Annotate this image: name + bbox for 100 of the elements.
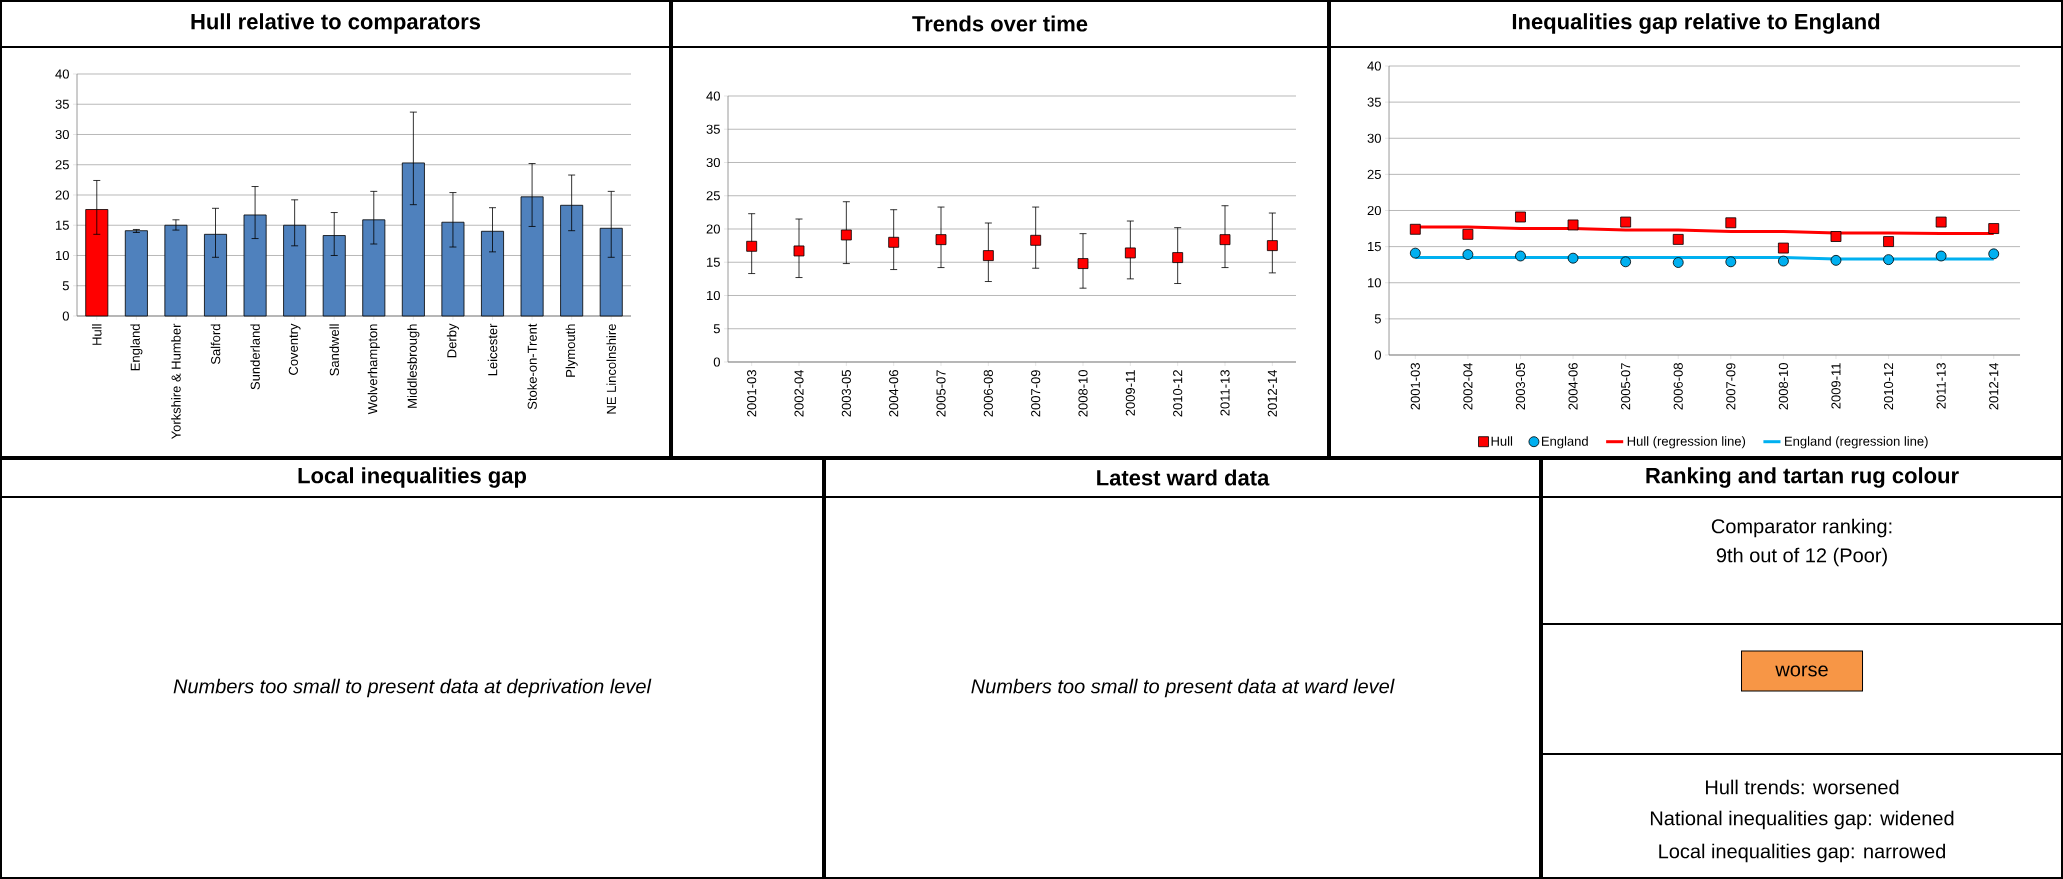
x-tick-label: 2009-11 xyxy=(1831,363,1841,409)
point xyxy=(1672,234,1684,245)
y-tick-label: 20 xyxy=(1367,205,1381,216)
point xyxy=(1124,247,1136,259)
x-tick-label: 2006-08 xyxy=(1673,363,1683,410)
bar xyxy=(560,204,584,317)
point xyxy=(1883,254,1894,266)
point xyxy=(1988,223,2000,234)
y-tick-label: 25 xyxy=(55,160,69,170)
point xyxy=(1409,247,1421,259)
bar xyxy=(441,221,465,317)
x-tick-label: 2010-12 xyxy=(1173,370,1183,417)
y-tick-label: 15 xyxy=(1368,242,1381,252)
y-tick-label: 0 xyxy=(62,311,69,321)
text: Numbers too small to present data at deprivation level xyxy=(173,678,652,698)
x-tick-label: Wolverhampton xyxy=(367,324,380,415)
x-tick-label: 2002-04 xyxy=(794,369,804,417)
point xyxy=(1172,252,1184,263)
x-tick-label: 2011-13 xyxy=(1220,370,1230,416)
text: Ranking and tartan rug colour xyxy=(1646,467,1959,488)
point xyxy=(1030,234,1042,246)
x-tick-label: 2007-09 xyxy=(1031,370,1041,417)
point xyxy=(793,245,805,257)
chart-title: Inequalities gap relative to England xyxy=(1512,13,1880,34)
point xyxy=(1988,248,2000,260)
y-tick-label: 15 xyxy=(707,257,720,267)
point xyxy=(1830,231,1842,242)
point xyxy=(1778,242,1789,254)
x-tick-label: 2002-04 xyxy=(1463,362,1473,410)
point xyxy=(1567,219,1579,231)
bar xyxy=(481,230,504,317)
x-tick-label: 2009-11 xyxy=(1125,370,1135,416)
x-tick-label: Plymouth xyxy=(565,324,578,377)
x-tick-label: 2003-05 xyxy=(841,370,851,417)
x-tick-label: Sandwell xyxy=(329,324,339,376)
y-tick-label: 5 xyxy=(713,324,720,334)
x-tick-label: 2012-14 xyxy=(1989,362,1999,410)
x-tick-label: 2001-03 xyxy=(1410,363,1420,410)
y-tick-label: 10 xyxy=(1368,278,1381,288)
x-tick-label: 2008-10 xyxy=(1778,363,1788,410)
point xyxy=(1219,234,1231,246)
y-tick-label: 35 xyxy=(1367,97,1381,107)
x-tick-label: 2005-07 xyxy=(936,370,946,417)
y-tick-label: 15 xyxy=(56,220,69,230)
point xyxy=(1935,216,1947,228)
y-tick-label: 30 xyxy=(55,129,69,140)
y-tick-label: 0 xyxy=(1374,350,1381,360)
y-tick-label: 25 xyxy=(706,191,720,201)
y-tick-label: 30 xyxy=(1367,133,1381,143)
point xyxy=(1672,257,1684,268)
y-tick-label: 20 xyxy=(706,224,720,234)
y-tick-label: 0 xyxy=(713,357,720,367)
point xyxy=(1515,250,1526,262)
x-tick-label: Stoke-on-Trent xyxy=(527,323,537,410)
y-tick-label: 10 xyxy=(707,290,720,301)
y-tick-label: 5 xyxy=(1374,314,1381,324)
x-tick-label: Sunderland xyxy=(250,324,260,390)
x-tick-label: 2001-03 xyxy=(747,370,757,417)
x-tick-label: Derby xyxy=(446,323,459,358)
text: Numbers too small to present data at ward level xyxy=(971,678,1395,698)
y-tick-label: 40 xyxy=(706,91,720,101)
bar xyxy=(164,224,188,317)
chart-title: Trends over time xyxy=(912,15,1088,32)
legend-label: England (regression line) xyxy=(1785,436,1928,449)
y-tick-label: 40 xyxy=(55,69,69,79)
y-tick-label: 10 xyxy=(56,250,69,261)
point xyxy=(840,229,852,241)
x-tick-label: 2008-10 xyxy=(1078,370,1088,417)
point xyxy=(1778,255,1789,267)
point xyxy=(935,234,947,246)
text: Local inequalities gap: narrowed xyxy=(1659,843,1946,863)
x-tick-label: Coventry xyxy=(288,323,301,375)
bar xyxy=(283,224,307,317)
point xyxy=(1077,258,1089,269)
y-tick-label: 5 xyxy=(62,281,69,291)
point xyxy=(1620,216,1632,228)
x-tick-label: 2011-13 xyxy=(1936,363,1946,409)
x-tick-label: England xyxy=(130,324,143,371)
text: Latest ward data xyxy=(1097,469,1270,486)
x-tick-label: 2007-09 xyxy=(1726,363,1736,410)
text: National inequalities gap: widened xyxy=(1650,810,1954,830)
legend-label: Hull xyxy=(1491,436,1513,446)
x-tick-label: 2004-06 xyxy=(889,370,899,417)
legend-label: England xyxy=(1541,436,1588,449)
point xyxy=(1409,223,1421,235)
point xyxy=(1620,256,1632,268)
x-tick-label: 2004-06 xyxy=(1568,363,1578,410)
x-tick-label: 2005-07 xyxy=(1621,363,1631,410)
y-tick-label: 35 xyxy=(706,124,720,134)
point xyxy=(1266,240,1278,252)
x-tick-label: 2010-12 xyxy=(1883,363,1894,410)
y-tick-label: 30 xyxy=(706,157,720,168)
point xyxy=(1462,228,1474,240)
text: Comparator ranking: xyxy=(1711,518,1892,538)
text: Hull trends: worsened xyxy=(1706,779,1899,795)
y-tick-label: 25 xyxy=(1367,169,1381,179)
point xyxy=(1725,256,1737,268)
x-tick-label: 2012-14 xyxy=(1267,369,1277,417)
point xyxy=(888,236,900,248)
point xyxy=(1567,252,1579,264)
